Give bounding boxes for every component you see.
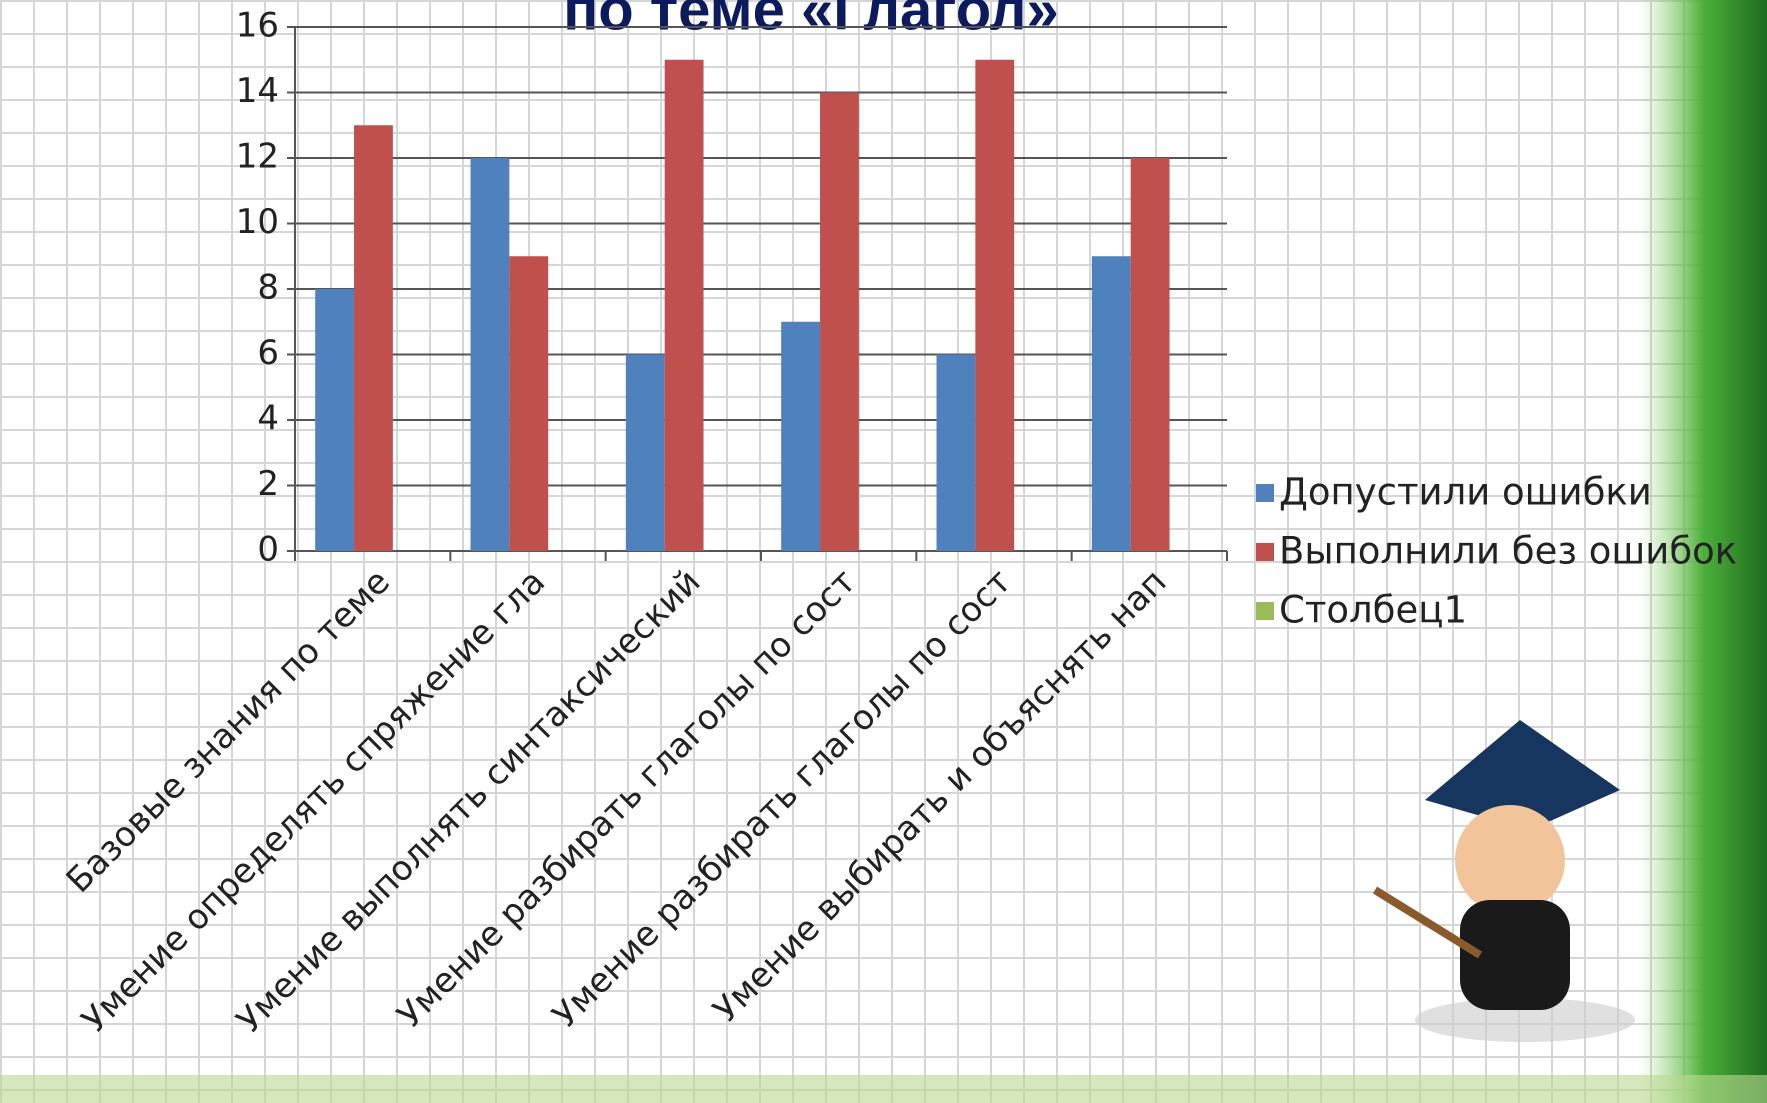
y-tick-label: 2 — [257, 464, 279, 504]
bar — [820, 92, 859, 551]
bar — [470, 158, 510, 551]
y-tick-label: 16 — [236, 6, 279, 46]
bar — [936, 354, 976, 551]
bar — [1130, 158, 1170, 551]
bar — [1091, 256, 1131, 551]
legend-label: Выполнили без ошибок — [1279, 530, 1737, 573]
legend-label: Столбец1 — [1279, 589, 1467, 632]
y-tick-label: 6 — [257, 333, 279, 373]
bar — [781, 321, 821, 551]
y-tick-label: 0 — [257, 530, 279, 570]
border-decoration — [1640, 0, 1767, 1103]
y-tick-label: 8 — [257, 268, 279, 308]
mascot — [1372, 720, 1635, 1042]
legend-swatch — [1256, 543, 1274, 561]
x-tick-label: Базовые знания по теме — [59, 562, 398, 901]
bar — [625, 354, 665, 551]
bar — [315, 289, 355, 551]
bottom-decoration — [0, 1075, 1767, 1103]
y-tick-label: 10 — [236, 202, 279, 242]
y-tick-label: 14 — [236, 71, 279, 111]
y-tick-label: 12 — [236, 137, 279, 177]
bar — [354, 125, 393, 551]
legend-label: Допустили ошибки — [1279, 471, 1652, 514]
chart-title: по теме «Глагол» — [563, 0, 1059, 42]
bar — [664, 59, 704, 551]
bar — [975, 59, 1015, 551]
legend-swatch — [1256, 484, 1274, 502]
legend-swatch — [1256, 602, 1274, 620]
y-tick-label: 4 — [257, 399, 279, 439]
bar — [509, 256, 549, 551]
